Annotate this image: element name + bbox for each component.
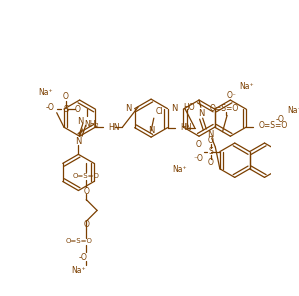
Text: O⁻: O⁻ xyxy=(226,91,236,100)
Text: O=S=O: O=S=O xyxy=(73,173,100,179)
Text: Na⁺: Na⁺ xyxy=(288,106,299,115)
Text: O=S=O: O=S=O xyxy=(259,121,288,130)
Text: Na⁺: Na⁺ xyxy=(39,88,53,97)
Text: N: N xyxy=(75,137,82,146)
Text: O=S=O: O=S=O xyxy=(210,104,239,113)
Text: -O: -O xyxy=(276,115,285,124)
Text: O: O xyxy=(63,92,69,101)
Text: N: N xyxy=(77,117,83,126)
Text: O=S=O: O=S=O xyxy=(65,238,92,244)
Text: N: N xyxy=(148,126,154,135)
Text: S: S xyxy=(63,104,68,114)
Text: HN: HN xyxy=(180,123,192,132)
Text: N: N xyxy=(125,104,132,113)
Text: O: O xyxy=(83,221,89,229)
Text: O: O xyxy=(208,136,214,145)
Text: N: N xyxy=(171,104,177,113)
Text: O: O xyxy=(74,104,80,114)
Text: -O: -O xyxy=(78,253,87,262)
Text: NH₂: NH₂ xyxy=(84,120,99,129)
Text: Na⁺: Na⁺ xyxy=(239,82,254,91)
Text: O: O xyxy=(195,140,201,149)
Text: -O: -O xyxy=(46,103,55,112)
Text: Na⁺: Na⁺ xyxy=(72,266,86,275)
Text: Na⁺: Na⁺ xyxy=(173,165,187,174)
Text: ⁻O: ⁻O xyxy=(193,154,203,163)
Text: N: N xyxy=(207,130,213,139)
Text: S: S xyxy=(208,147,213,156)
Text: HN: HN xyxy=(108,123,120,132)
Text: O: O xyxy=(83,187,89,196)
Text: HO: HO xyxy=(183,103,195,112)
Text: N: N xyxy=(199,109,205,118)
Text: O: O xyxy=(208,158,214,167)
Text: Cl: Cl xyxy=(155,107,163,116)
